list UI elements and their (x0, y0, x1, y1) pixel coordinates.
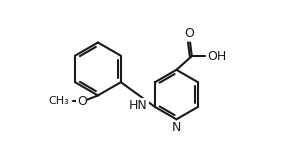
Text: N: N (172, 121, 181, 134)
Text: CH₃: CH₃ (48, 96, 69, 106)
Text: HN: HN (129, 99, 147, 112)
Text: O: O (77, 95, 87, 108)
Text: O: O (184, 27, 194, 40)
Text: OH: OH (207, 50, 226, 63)
